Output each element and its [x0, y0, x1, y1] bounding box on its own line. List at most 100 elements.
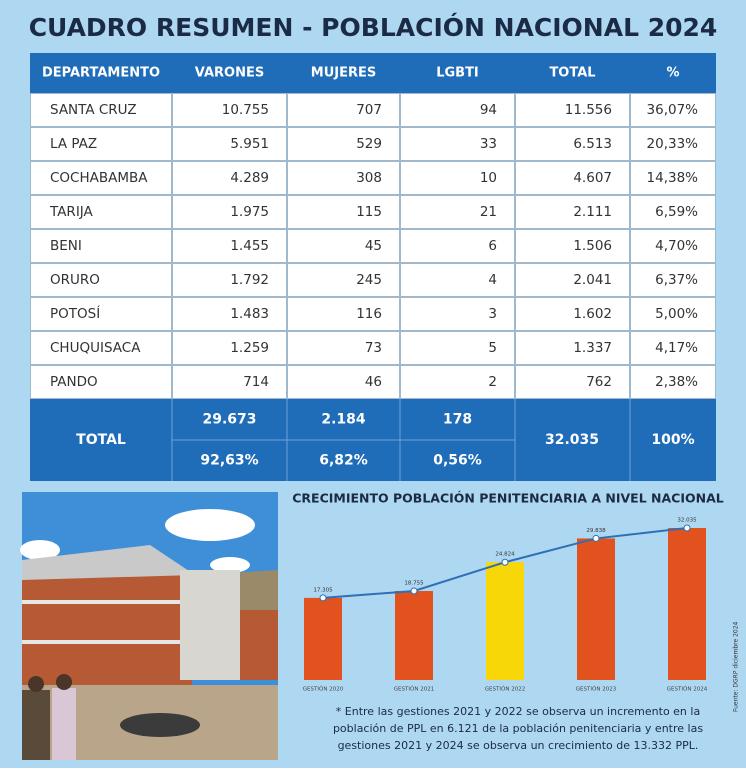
table-cell [287, 229, 400, 263]
trend-point [319, 594, 327, 602]
table-cell-text: 73 [365, 340, 382, 356]
table-cell [30, 297, 172, 331]
table-cell [172, 331, 287, 365]
x-tick-label: GESTIÓN 2021 [394, 686, 434, 693]
table-cell-text: 2.041 [573, 272, 612, 288]
grand-total: 32.035 [545, 432, 599, 448]
value-label: 24.824 [495, 552, 515, 558]
table-cell-text: 245 [356, 272, 382, 288]
table-cell [515, 331, 630, 365]
table-cell [172, 263, 287, 297]
table-cell [287, 331, 400, 365]
table-cell [400, 297, 515, 331]
x-tick-label: GESTIÓN 2022 [485, 686, 525, 693]
x-tick-label: GESTIÓN 2024 [667, 686, 708, 693]
table-cell-text: 4 [488, 272, 497, 288]
table-cell [515, 229, 630, 263]
table-cell [400, 365, 515, 399]
total-count: 2.184 [321, 412, 366, 428]
table-cell [172, 127, 287, 161]
table-cell-text: 21 [480, 204, 497, 220]
table-cell-text: 5.951 [230, 136, 269, 152]
column-header: MUJERES [311, 66, 376, 81]
table-cell-text: 529 [356, 136, 382, 152]
column-header: VARONES [195, 66, 264, 81]
table-cell [30, 263, 172, 297]
table-cell [30, 331, 172, 365]
table-cell-text: PANDO [50, 374, 98, 390]
table-cell [630, 229, 716, 263]
page-title: CUADRO RESUMEN - POBLACIÓN NACIONAL 2024 [29, 12, 718, 42]
trend-point [501, 558, 509, 566]
table-cell-text: 45 [365, 238, 382, 254]
table-cell [400, 331, 515, 365]
total-count: 178 [443, 412, 472, 428]
table-cell-text: 714 [243, 374, 269, 390]
total-share: 0,56% [433, 453, 482, 469]
table-cell-text: 1.506 [573, 238, 612, 254]
total-share: 6,82% [319, 453, 368, 469]
table-cell [515, 365, 630, 399]
table-cell [30, 93, 172, 127]
trend-point [592, 534, 600, 542]
table-cell [30, 127, 172, 161]
grand-percent: 100% [651, 432, 694, 448]
table-cell [172, 195, 287, 229]
table-cell [630, 195, 716, 229]
table-cell [400, 161, 515, 195]
bar [668, 528, 706, 680]
table-cell-text: 10 [480, 170, 497, 186]
table-cell-text: TARIJA [49, 204, 94, 220]
table-cell-text: 10.755 [222, 102, 269, 118]
table-cell-text: 4,70% [655, 238, 698, 254]
table-cell [400, 263, 515, 297]
table-cell-text: 3 [488, 306, 497, 322]
table-cell-text: 4,17% [655, 340, 698, 356]
note-line: gestiones 2021 y 2024 se observa un crec… [338, 739, 699, 752]
table-cell [172, 229, 287, 263]
total-label: TOTAL [76, 432, 126, 448]
photo [20, 492, 278, 760]
table-cell [30, 161, 172, 195]
total-share: 92,63% [200, 453, 258, 469]
table-cell-text: ORURO [50, 272, 100, 288]
table-cell [287, 93, 400, 127]
table-cell [515, 127, 630, 161]
table-cell-text: 1.602 [573, 306, 612, 322]
table-cell-text: 115 [356, 204, 382, 220]
table-cell [515, 93, 630, 127]
table-cell-text: 6.513 [573, 136, 612, 152]
table-cell-text: 2.111 [573, 204, 612, 220]
x-tick-label: GESTIÓN 2020 [303, 686, 344, 693]
table-cell-text: 11.556 [565, 102, 612, 118]
table-cell [630, 365, 716, 399]
table-cell-text: COCHABAMBA [50, 170, 148, 186]
table-cell-text: POTOSÍ [50, 305, 100, 322]
table-cell-text: 4.607 [573, 170, 612, 186]
table-cell-text: 1.975 [230, 204, 269, 220]
table-cell [515, 195, 630, 229]
table-cell [30, 365, 172, 399]
table-cell [287, 365, 400, 399]
table-cell-text: SANTA CRUZ [50, 102, 137, 118]
chart-title: CRECIMIENTO POBLACIÓN PENITENCIARIA A NI… [292, 491, 724, 506]
x-tick-label: GESTIÓN 2023 [576, 686, 617, 693]
note-line: población de PPL en 6.121 de la població… [333, 722, 703, 735]
table-cell [400, 195, 515, 229]
table-cell [630, 127, 716, 161]
bar [486, 562, 524, 680]
table-cell [630, 263, 716, 297]
value-label: 32.035 [677, 518, 697, 524]
total-count: 29.673 [202, 412, 256, 428]
table-cell-text: 762 [586, 374, 612, 390]
table-cell-text: 1.792 [230, 272, 269, 288]
table-cell [287, 263, 400, 297]
table-cell [172, 297, 287, 331]
table-cell-text: 1.483 [230, 306, 269, 322]
table-cell [287, 195, 400, 229]
table-cell [400, 93, 515, 127]
table-cell [400, 229, 515, 263]
table-cell-text: 308 [356, 170, 382, 186]
table-cell-text: 14,38% [647, 170, 699, 186]
